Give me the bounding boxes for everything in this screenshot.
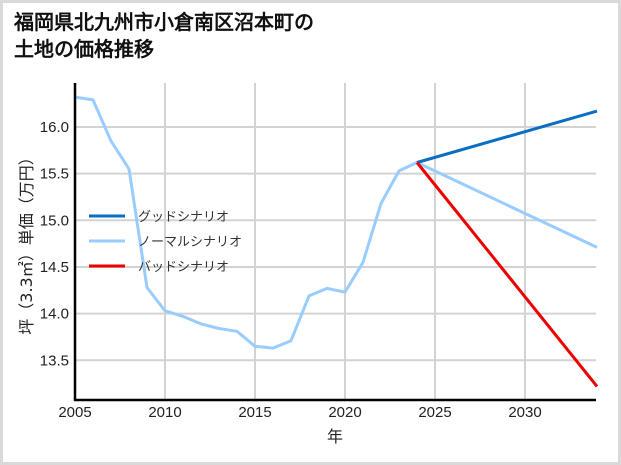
grid-lines bbox=[75, 83, 596, 400]
series-line bbox=[74, 95, 598, 350]
x-tick-label: 2010 bbox=[148, 404, 181, 421]
y-tick-label: 14.0 bbox=[40, 306, 69, 323]
series-line bbox=[415, 161, 599, 388]
x-tick-label: 2005 bbox=[58, 404, 91, 421]
axes bbox=[73, 83, 596, 402]
y-tick-label: 16.0 bbox=[40, 119, 69, 136]
y-tick-label: 15.0 bbox=[40, 212, 69, 229]
series-line bbox=[416, 109, 598, 164]
legend-label: グッドシナリオ bbox=[138, 210, 229, 225]
x-tick-label: 2025 bbox=[418, 404, 451, 421]
chart-title: 福岡県北九州市小倉南区沼本町の 土地の価格推移 bbox=[14, 9, 314, 63]
y-axis-label: 坪（3.3㎡）単価（万円） bbox=[17, 149, 36, 334]
x-tick-label: 2020 bbox=[328, 404, 361, 421]
x-axis-label: 年 bbox=[327, 427, 343, 446]
y-tick-label: 14.5 bbox=[40, 259, 69, 276]
series-lines bbox=[74, 95, 599, 388]
tick-labels: 2005 2010 2015 2020 2025 2030 13.5 14.0 14.5 15.0… bbox=[40, 119, 542, 421]
legend-label: バッドシナリオ bbox=[138, 260, 229, 275]
legend-label: ノーマルシナリオ bbox=[138, 235, 242, 250]
chart-title-line1: 福岡県北九州市小倉南区沼本町の bbox=[14, 10, 314, 34]
y-tick-label: 15.5 bbox=[40, 166, 69, 183]
x-tick-label: 2030 bbox=[508, 404, 541, 421]
y-tick-label: 13.5 bbox=[40, 352, 69, 369]
chart-title-line2: 土地の価格推移 bbox=[14, 37, 154, 61]
x-tick-label: 2015 bbox=[238, 404, 271, 421]
